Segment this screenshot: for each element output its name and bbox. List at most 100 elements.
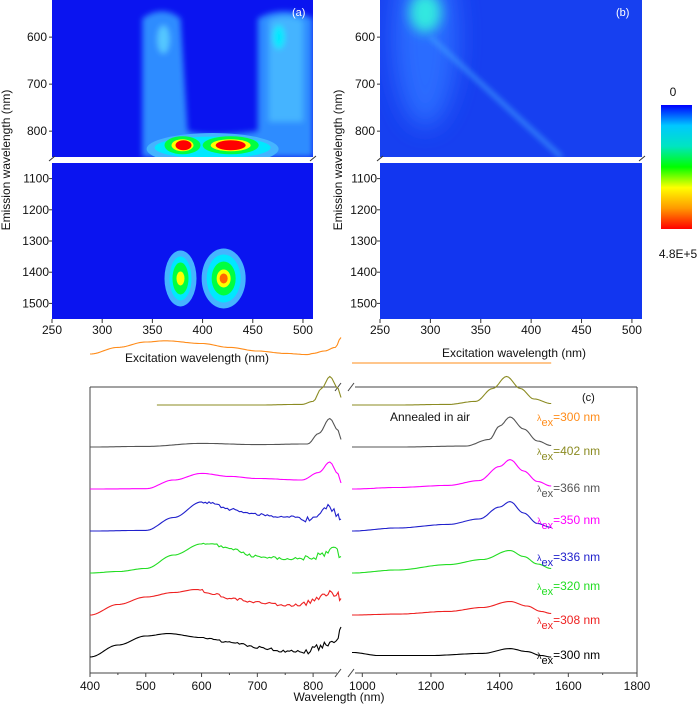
x-tick-label: 300 bbox=[92, 323, 112, 337]
y-tick-label: 600 bbox=[27, 30, 47, 44]
line-panel-c: λex=300 nm λex=402 nm λex=366 nm λex=350 nm… bbox=[80, 337, 651, 704]
axis-break-mark bbox=[347, 668, 355, 678]
x-tick-label: 400 bbox=[193, 323, 213, 337]
y-tick-label: 800 bbox=[355, 124, 375, 138]
x-tick-label: 250 bbox=[370, 323, 390, 337]
y-tick-label: 600 bbox=[355, 30, 375, 44]
panel-label-b: (b) bbox=[616, 7, 629, 19]
x-tick-label: 500 bbox=[136, 679, 156, 693]
axis-break-mark bbox=[334, 668, 342, 678]
legend-entry: λex=402 nm bbox=[537, 444, 600, 463]
legend-entry: λex=320 nm bbox=[537, 579, 600, 598]
legend-entry: λex=308 nm bbox=[537, 613, 600, 632]
x-tick-label: 450 bbox=[243, 323, 263, 337]
x-tick-label: 450 bbox=[572, 323, 592, 337]
series-line-right bbox=[352, 416, 552, 448]
x-tick-label: 1000 bbox=[349, 679, 376, 693]
y-axis-title-a: Emission wavelength (nm) bbox=[0, 90, 13, 231]
y-tick-label: 800 bbox=[27, 124, 47, 138]
heatmap-a-upper bbox=[52, 0, 313, 157]
y-axis-title-b: Emission wavelength (nm) bbox=[331, 90, 345, 231]
series-line-right bbox=[352, 501, 552, 532]
heatmap-background-b-lower bbox=[380, 163, 642, 319]
legend-entry: λex=300 nm bbox=[537, 648, 600, 667]
axis-break-gap bbox=[380, 157, 644, 163]
legend-entry: λex=350 nm bbox=[537, 513, 600, 532]
x-tick-label: 500 bbox=[622, 323, 642, 337]
y-tick-label: 1300 bbox=[22, 234, 49, 248]
colorbar-max-label: 4.8E+5 bbox=[659, 247, 698, 261]
axis-break-mark bbox=[334, 382, 342, 392]
axis-break-gap bbox=[52, 157, 315, 163]
x-tick-label: 500 bbox=[293, 323, 313, 337]
x-tick-label: 250 bbox=[42, 323, 62, 337]
series-line-left bbox=[90, 501, 342, 532]
axis-break-mark bbox=[48, 155, 56, 162]
series-line-left bbox=[89, 337, 342, 356]
x-tick-label: 1400 bbox=[486, 679, 513, 693]
legend-entry: λex=336 nm bbox=[537, 550, 600, 569]
x-tick-label: 1600 bbox=[555, 679, 582, 693]
y-tick-label: 1100 bbox=[23, 172, 49, 186]
heatmap-scatter-line bbox=[429, 36, 563, 157]
heatmap-contour-level bbox=[272, 25, 285, 50]
y-tick-label: 1300 bbox=[350, 234, 377, 248]
x-axis-title-c: Wavelength (nm) bbox=[294, 690, 385, 704]
x-tick-label: 300 bbox=[420, 323, 440, 337]
x-tick-label: 350 bbox=[471, 323, 491, 337]
series-line-right bbox=[352, 549, 552, 574]
y-tick-label: 1100 bbox=[351, 172, 377, 186]
x-tick-label: 400 bbox=[80, 679, 100, 693]
series-line-left bbox=[90, 542, 342, 574]
series-line-right bbox=[352, 459, 552, 490]
axes-c: 400 500 600 700 800 1000 1200 1400 1600 1800 bbox=[80, 673, 651, 693]
y-tick-label: 1200 bbox=[350, 203, 377, 217]
heatmap-contour-level bbox=[219, 273, 228, 284]
y-tick-label: 1200 bbox=[22, 203, 49, 217]
colorbar-min-label: 0 bbox=[670, 85, 677, 99]
heatmap-b-upper bbox=[380, 0, 642, 157]
x-tick-label: 1200 bbox=[418, 679, 445, 693]
x-tick-label: 350 bbox=[142, 323, 162, 337]
x-axis-title-b: Excitation wavelength (nm) bbox=[442, 346, 586, 360]
annotation-annealed: Annealed in air bbox=[390, 410, 470, 424]
heatmap-peak bbox=[215, 140, 246, 151]
axis-break-mark bbox=[638, 155, 646, 162]
series-line-left bbox=[89, 588, 342, 616]
series-line-right bbox=[352, 375, 552, 406]
y-tick-label: 1400 bbox=[22, 265, 49, 279]
heatmap-contour-level bbox=[176, 271, 185, 286]
series-line-left bbox=[90, 417, 342, 448]
y-tick-label: 700 bbox=[355, 77, 375, 91]
heatmap-envelope-a bbox=[142, 11, 313, 157]
series-line-left bbox=[89, 626, 342, 658]
heatmap-glow bbox=[393, 0, 458, 128]
heatmap-contour-level bbox=[157, 25, 170, 54]
panel-label-c: (c) bbox=[582, 392, 595, 404]
y-tick-label: 1500 bbox=[22, 296, 49, 310]
heatmap-panel-a: 250 300 350 400 450 500 600 700 800 1100 1200 1300 1… bbox=[0, 0, 317, 365]
x-axis-title-a: Excitation wavelength (nm) bbox=[125, 351, 269, 365]
series-line-right bbox=[352, 648, 552, 658]
y-tick-label: 1400 bbox=[350, 265, 377, 279]
x-tick-label: 800 bbox=[303, 679, 323, 693]
series-line-left bbox=[156, 375, 342, 406]
legend-entry: λex=300 nm bbox=[537, 410, 600, 429]
heatmap-a-lower bbox=[52, 163, 313, 319]
y-tick-label: 700 bbox=[27, 77, 47, 91]
heatmap-peak bbox=[175, 140, 192, 151]
heatmap-peak bbox=[409, 0, 442, 33]
series-line-left bbox=[90, 461, 342, 490]
heatmap-b-axes: 250 300 350 400 450 500 600 700 800 1100 1200 1300 1… bbox=[350, 30, 646, 337]
heatmap-b-lower bbox=[380, 163, 642, 319]
heatmap-a-axes: 250 300 350 400 450 500 600 700 800 1100 1200 1300 1… bbox=[22, 30, 317, 337]
x-tick-label: 600 bbox=[192, 679, 212, 693]
x-tick-label: 400 bbox=[521, 323, 541, 337]
panel-label-a: (a) bbox=[292, 7, 305, 19]
x-tick-label: 1800 bbox=[624, 679, 651, 693]
series-line-right bbox=[352, 600, 552, 616]
colorbar: 0 4.8E+5 bbox=[659, 85, 698, 261]
legend-c: λex=300 nm λex=402 nm λex=366 nm λex=350 nm… bbox=[537, 410, 600, 667]
axis-break-mark bbox=[347, 382, 355, 392]
